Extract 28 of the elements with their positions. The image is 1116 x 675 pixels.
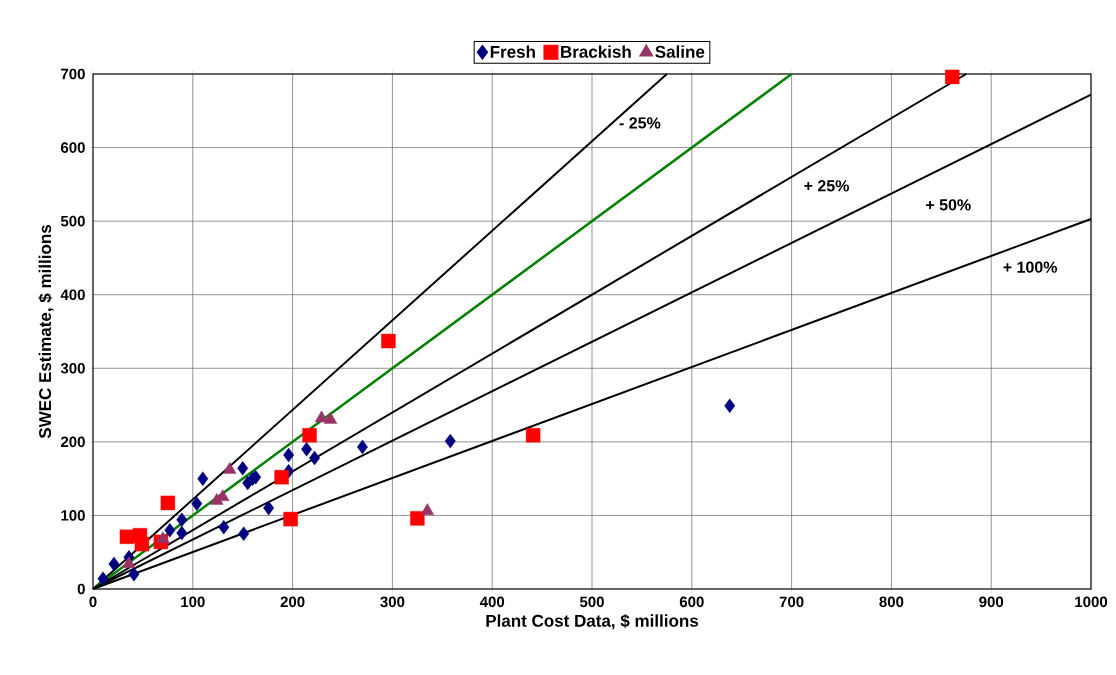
x-tick-label: 900 xyxy=(979,596,1004,608)
x-tick-label: 400 xyxy=(479,596,505,608)
x-tick-label: 100 xyxy=(181,596,205,608)
x-tick-label: 700 xyxy=(779,596,804,608)
x-tick-label: 200 xyxy=(280,596,305,608)
y-tick-label: 700 xyxy=(61,68,85,80)
y-tick-label: 400 xyxy=(60,289,85,301)
annotation: + 25% xyxy=(804,180,849,192)
annotation: + 100% xyxy=(1003,261,1058,273)
y-tick-label: 500 xyxy=(60,215,85,227)
x-tick-label: 500 xyxy=(579,596,604,608)
annotation: + 50% xyxy=(926,199,971,211)
x-tick-label: 300 xyxy=(380,596,405,608)
x-tick-label: 600 xyxy=(679,596,704,608)
y-axis-title: SWEC Estimate, $ millions xyxy=(38,224,54,439)
y-tick-label: 0 xyxy=(77,583,85,595)
legend-label: Saline xyxy=(655,45,705,58)
legend-label: Fresh xyxy=(490,45,535,58)
y-tick-label: 600 xyxy=(60,142,85,153)
x-tick-label: 1000 xyxy=(1075,596,1108,608)
x-axis-title: Plant Cost Data, $ millions xyxy=(486,614,699,630)
annotation: - 25% xyxy=(619,117,661,129)
legend-label: Brackish xyxy=(561,45,631,58)
y-tick-label: 200 xyxy=(60,436,85,448)
y-tick-label: 100 xyxy=(61,510,85,521)
x-tick-label: 800 xyxy=(879,596,904,608)
x-tick-label: 0 xyxy=(89,596,97,608)
y-tick-label: 300 xyxy=(60,362,85,374)
